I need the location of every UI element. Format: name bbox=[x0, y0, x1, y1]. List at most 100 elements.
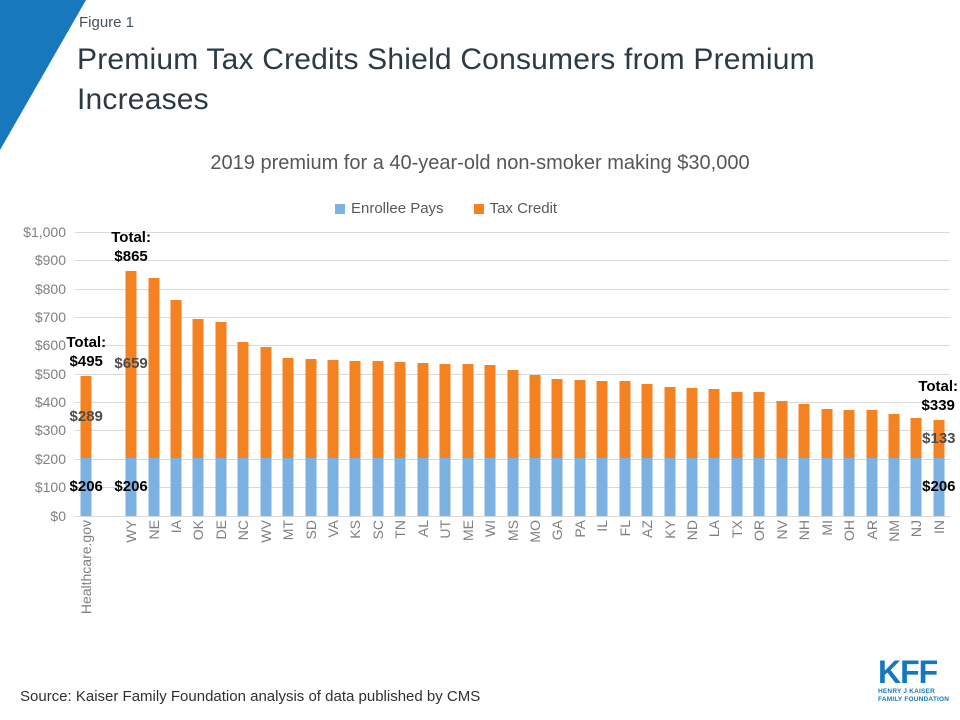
x-label-cell: AZ bbox=[636, 518, 658, 643]
bar-ND bbox=[681, 232, 703, 516]
tax-credit-segment bbox=[148, 278, 160, 458]
tax-credit-swatch-icon bbox=[473, 203, 484, 214]
category-gap bbox=[97, 232, 119, 516]
tax-credit-segment bbox=[753, 392, 765, 458]
enrollee-pays-segment bbox=[462, 457, 474, 516]
x-tick-label-NC: NC bbox=[235, 520, 252, 541]
x-label-cell: OH bbox=[838, 518, 860, 643]
bar-IA bbox=[165, 232, 187, 516]
legend-item-enrollee-pays: Enrollee Pays bbox=[335, 200, 444, 217]
tax-credit-segment bbox=[731, 391, 743, 458]
x-tick-label-NH: NH bbox=[796, 520, 813, 541]
x-label-cell: IL bbox=[591, 518, 613, 643]
tax-credit-segment bbox=[798, 404, 810, 458]
x-tick-label-NJ: NJ bbox=[908, 520, 925, 538]
page-title: Premium Tax Credits Shield Consumers fro… bbox=[77, 40, 937, 120]
y-axis: $1,000 $900 $800 $700 $600 $500 $400 $300 $200 $1… bbox=[0, 224, 66, 524]
x-label-cell: Healthcare.gov bbox=[75, 518, 97, 643]
tax-credit-segment bbox=[237, 342, 249, 458]
y-tick-label: $400 bbox=[34, 394, 66, 411]
bar-IL bbox=[591, 232, 613, 516]
x-label-cell: NV bbox=[771, 518, 793, 643]
tax-credit-segment bbox=[596, 380, 608, 458]
enrollee-pays-segment bbox=[417, 457, 429, 516]
legend-label-enrollee-pays: Enrollee Pays bbox=[351, 200, 444, 217]
enrollee-pays-segment bbox=[192, 457, 204, 516]
gridline bbox=[75, 260, 950, 261]
bar-MI bbox=[815, 232, 837, 516]
tax-credit-segment bbox=[215, 321, 227, 458]
x-label-cell: MI bbox=[815, 518, 837, 643]
enrollee-pays-segment bbox=[686, 457, 698, 516]
x-label-cell: OK bbox=[187, 518, 209, 643]
enrollee-pays-segment bbox=[798, 457, 810, 516]
bar-Healthcare.gov: Total: $495 $289 $206 bbox=[66, 232, 106, 516]
kff-logo-tagline-line2: FAMILY FOUNDATION bbox=[878, 696, 950, 703]
x-label-cell: IN bbox=[928, 518, 950, 643]
enrollee-pays-segment bbox=[641, 457, 653, 516]
enrollee-pays-segment bbox=[507, 457, 519, 516]
x-tick-label-ME: ME bbox=[459, 520, 476, 541]
gridline bbox=[75, 345, 950, 346]
tax-credit-segment bbox=[305, 358, 317, 458]
tax-credit-segment bbox=[664, 386, 676, 458]
x-tick-label-OK: OK bbox=[190, 520, 207, 541]
corner-accent-triangle bbox=[0, 0, 86, 150]
x-tick-label-TX: TX bbox=[728, 520, 745, 538]
x-tick-label-PA: PA bbox=[571, 520, 588, 538]
x-label-cell: NE bbox=[142, 518, 164, 643]
enrollee-pays-segment bbox=[888, 457, 900, 516]
enrollee-pays-segment bbox=[776, 457, 788, 516]
figure-label: Figure 1 bbox=[79, 14, 135, 31]
x-tick-label-NM: NM bbox=[885, 520, 902, 542]
enrollee-pays-segment bbox=[664, 457, 676, 516]
bar-WY: Total: $865 $659 $206 bbox=[111, 229, 151, 516]
x-tick-label-GA: GA bbox=[549, 520, 566, 541]
tax-credit-segment bbox=[776, 401, 788, 458]
y-tick-label: $1,000 bbox=[23, 224, 66, 240]
x-label-cell: LA bbox=[703, 518, 725, 643]
x-tick-label-NV: NV bbox=[773, 520, 790, 540]
enrollee-pays-segment bbox=[619, 457, 631, 516]
enrollee-value-label: $206 bbox=[69, 477, 103, 495]
tax-credit-segment bbox=[821, 409, 833, 458]
bar-IN: Total: $339 $133 $206 bbox=[918, 232, 958, 516]
bar-LA bbox=[703, 232, 725, 516]
x-label-cell: MS bbox=[501, 518, 523, 643]
tax-credit-segment bbox=[574, 379, 586, 458]
enrollee-pays-segment bbox=[394, 457, 406, 516]
tax-credit-segment bbox=[888, 414, 900, 458]
enrollee-pays-segment bbox=[125, 457, 137, 516]
tax-credit-segment bbox=[192, 318, 204, 458]
bar-NC bbox=[232, 232, 254, 516]
x-tick-label-OR: OR bbox=[751, 520, 768, 541]
bar-GA bbox=[546, 232, 568, 516]
bar-PA bbox=[569, 232, 591, 516]
chart-legend: Enrollee Pays Tax Credit bbox=[335, 200, 557, 217]
tax-credit-segment bbox=[933, 419, 945, 458]
x-label-cell: WV bbox=[255, 518, 277, 643]
y-tick-label: $200 bbox=[34, 450, 66, 467]
x-tick-label-AR: AR bbox=[863, 520, 880, 540]
enrollee-pays-swatch-icon bbox=[335, 203, 345, 214]
page-title-line2: Increases bbox=[77, 83, 209, 116]
bar-MT bbox=[277, 232, 299, 516]
x-tick-label-SC: SC bbox=[369, 520, 386, 540]
tax-credit-segment bbox=[641, 383, 653, 458]
enrollee-pays-segment bbox=[574, 457, 586, 516]
tax-credit-segment bbox=[417, 362, 429, 458]
tax-credit-segment bbox=[349, 360, 361, 458]
tax-credit-segment bbox=[372, 361, 384, 458]
bar-TX bbox=[726, 232, 748, 516]
enrollee-pays-segment bbox=[933, 457, 945, 516]
bar-NJ bbox=[905, 232, 927, 516]
bar-OH bbox=[838, 232, 860, 516]
source-note: Source: Kaiser Family Foundation analysi… bbox=[20, 688, 481, 705]
x-tick-label-DE: DE bbox=[212, 520, 229, 540]
enrollee-pays-segment bbox=[910, 457, 922, 516]
x-tick-label-IL: IL bbox=[594, 520, 611, 532]
bar-UT bbox=[434, 232, 456, 516]
tax-credit-segment bbox=[529, 375, 541, 458]
tax-credit-segment bbox=[686, 387, 698, 458]
x-label-cell: UT bbox=[434, 518, 456, 643]
